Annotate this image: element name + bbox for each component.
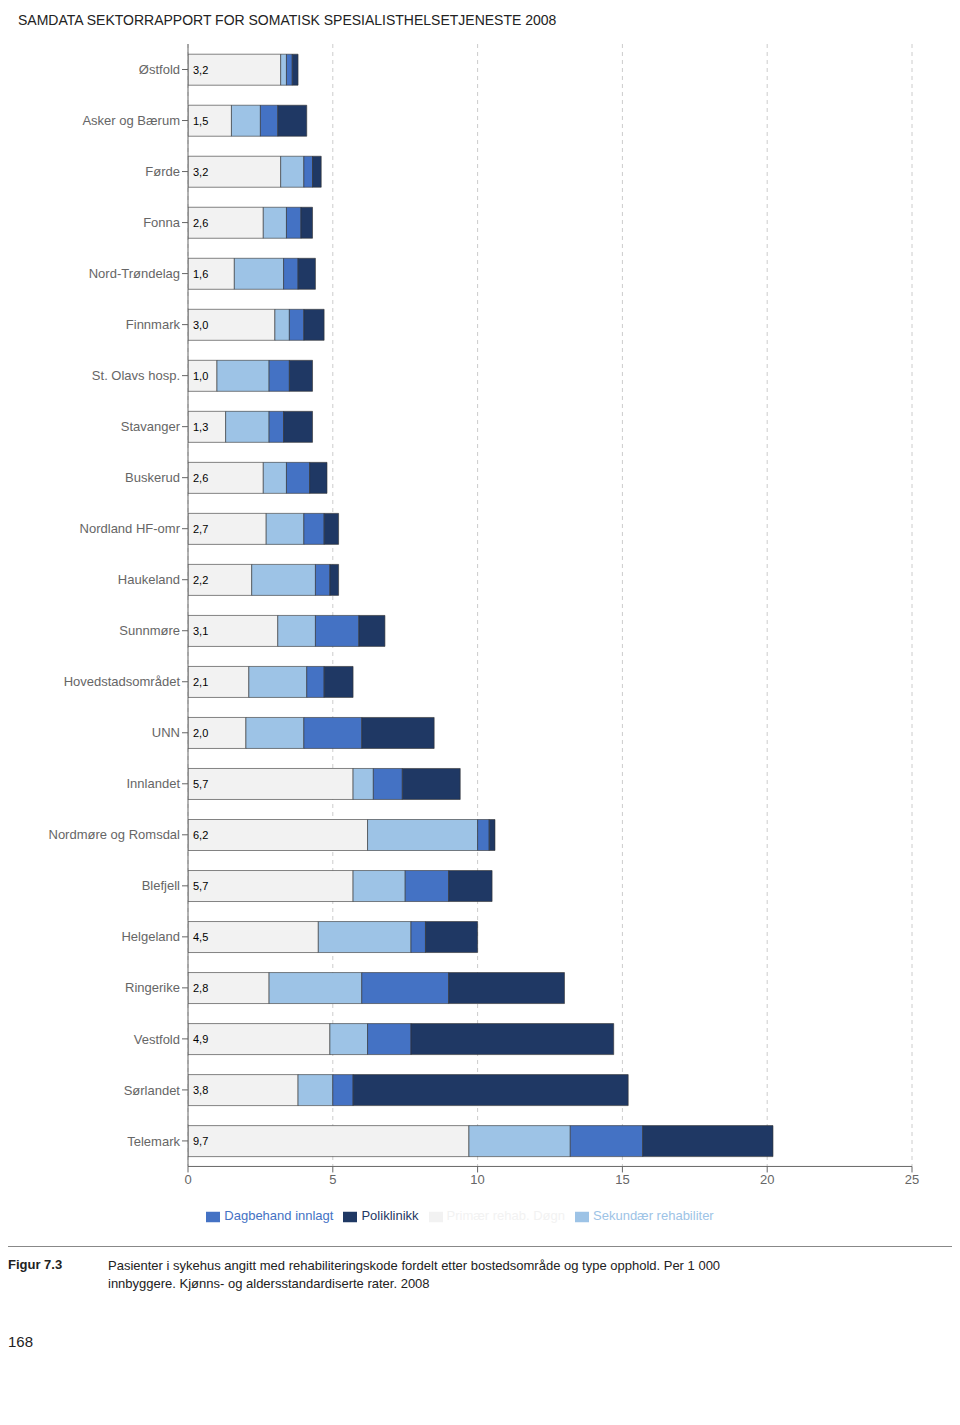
svg-text:Blefjell: Blefjell	[142, 878, 180, 893]
svg-text:Helgeland: Helgeland	[121, 929, 180, 944]
svg-text:Sunnmøre: Sunnmøre	[119, 623, 180, 638]
svg-text:1,3: 1,3	[193, 421, 208, 433]
svg-text:Fonna: Fonna	[143, 215, 181, 230]
svg-text:1,6: 1,6	[193, 268, 208, 280]
html-text:Pasienter i sykehus angitt med: Pasienter i sykehus angitt med rehabilit…	[108, 1258, 721, 1292]
svg-text:2,2: 2,2	[193, 574, 208, 586]
svg-text:2,8: 2,8	[193, 982, 208, 994]
svg-text:10: 10	[470, 1172, 484, 1187]
svg-text:Buskerud: Buskerud	[125, 470, 180, 485]
html-text:Poliklinikk: Poliklinikk	[361, 1208, 419, 1224]
svg-text:Haukeland: Haukeland	[118, 572, 180, 587]
svg-text:3,2: 3,2	[193, 64, 208, 76]
html-text:Sekundær rehabiliter: Sekundær rehabiliter	[593, 1208, 714, 1224]
svg-text:UNN: UNN	[152, 725, 180, 740]
html-text:SAMDATA SEKTORRAPPORT FOR SOMA: SAMDATA SEKTORRAPPORT FOR SOMATISK SPESI…	[18, 12, 557, 28]
svg-text:25: 25	[905, 1172, 919, 1187]
svg-text:5,7: 5,7	[193, 778, 208, 790]
svg-text:2,0: 2,0	[193, 727, 208, 739]
svg-text:Østfold: Østfold	[139, 62, 180, 77]
svg-text:5: 5	[329, 1172, 336, 1187]
svg-text:15: 15	[615, 1172, 629, 1187]
svg-text:Nord-Trøndelag: Nord-Trøndelag	[89, 266, 180, 281]
svg-text:20: 20	[760, 1172, 774, 1187]
svg-text:Nordmøre og Romsdal: Nordmøre og Romsdal	[49, 827, 181, 842]
html-text:168: 168	[8, 1333, 33, 1351]
svg-text:Telemark: Telemark	[127, 1134, 180, 1149]
html-text:Figur 7.3: Figur 7.3	[8, 1257, 63, 1272]
svg-text:2,7: 2,7	[193, 523, 208, 535]
svg-text:Hovedstadsområdet: Hovedstadsområdet	[64, 674, 181, 689]
svg-text:Finnmark: Finnmark	[126, 317, 181, 332]
svg-text:Førde: Førde	[145, 164, 180, 179]
svg-text:3,2: 3,2	[193, 166, 208, 178]
svg-text:Asker og Bærum: Asker og Bærum	[82, 113, 180, 128]
svg-text:4,5: 4,5	[193, 931, 208, 943]
svg-text:5,7: 5,7	[193, 880, 208, 892]
svg-text:Sørlandet: Sørlandet	[124, 1083, 181, 1098]
html-text:Dagbehand innlagt: Dagbehand innlagt	[224, 1208, 334, 1224]
html-text:Primær rehab. Døgn: Primær rehab. Døgn	[446, 1208, 565, 1224]
svg-text:St. Olavs hosp.: St. Olavs hosp.	[92, 368, 180, 383]
svg-text:1,0: 1,0	[193, 370, 208, 382]
svg-text:4,9: 4,9	[193, 1033, 208, 1045]
svg-text:0: 0	[184, 1172, 191, 1187]
svg-text:Innlandet: Innlandet	[127, 776, 181, 791]
svg-text:3,0: 3,0	[193, 319, 208, 331]
svg-text:2,1: 2,1	[193, 676, 208, 688]
svg-text:2,6: 2,6	[193, 217, 208, 229]
svg-text:3,1: 3,1	[193, 625, 208, 637]
svg-text:1,5: 1,5	[193, 115, 208, 127]
svg-text:Ringerike: Ringerike	[125, 980, 180, 995]
svg-text:Stavanger: Stavanger	[121, 419, 181, 434]
svg-text:2,6: 2,6	[193, 472, 208, 484]
svg-text:9,7: 9,7	[193, 1135, 208, 1147]
svg-text:Vestfold: Vestfold	[134, 1032, 180, 1047]
svg-text:3,8: 3,8	[193, 1084, 208, 1096]
svg-text:6,2: 6,2	[193, 829, 208, 841]
svg-text:Nordland HF-omr: Nordland HF-omr	[80, 521, 181, 536]
